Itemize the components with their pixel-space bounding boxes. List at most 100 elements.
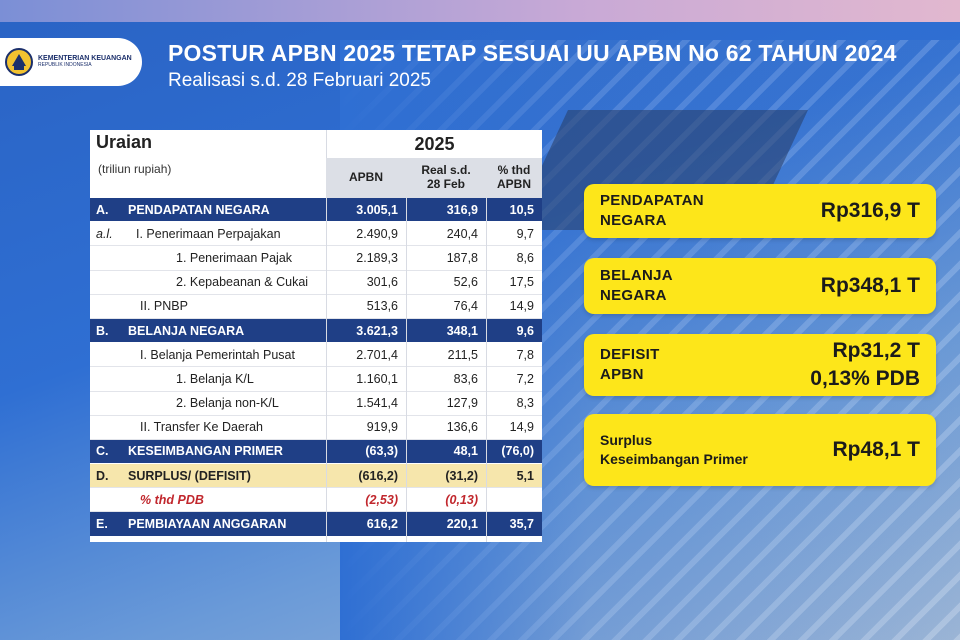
row-label: PEMBIAYAAN ANGGARAN [128,517,287,532]
cell-real: 187,8 [446,250,478,265]
cell-apbn: (2,53) [365,492,398,507]
table-row: D. SURPLUS/ (DEFISIT) (616,2) (31,2) 5,1 [90,464,542,489]
card-surplus: Surplus Keseimbangan Primer Rp48,1 T [584,414,936,486]
cell-pct: 5,1 [516,468,534,483]
cell-real: 316,9 [446,202,478,217]
table-head-year: 2025 [414,134,455,154]
cell-real: (31,2) [445,468,478,483]
column-realisasi-line2: 28 Feb [426,177,465,191]
row-label: KESEIMBANGAN PRIMER [128,444,283,459]
logo-line2: REPUBLIK INDONESIA [38,62,92,69]
card-pendapatan: PENDAPATAN NEGARA Rp316,9 T [584,184,936,238]
column-percent-line1: % thd [497,163,531,178]
table-row: C. KESEIMBANGAN PRIMER (63,3) 48,1 (76,0) [90,439,542,465]
cell-real: 48,1 [453,444,478,459]
card-belanja-label: BELANJA NEGARA [600,266,673,307]
card-pendapatan-label-line1: PENDAPATAN [600,191,704,209]
table-row: 2. Belanja non-K/L 1.541,4 127,9 8,3 [90,392,542,416]
cell-apbn: 1.160,1 [356,371,398,386]
row-code: a.l. [96,226,113,241]
cell-pct: 8,6 [516,250,534,265]
cell-pct: 10,5 [509,202,534,217]
cell-pct: 7,2 [516,371,534,386]
logo-line1: KEMENTERIAN KEUANGAN [38,55,132,63]
emblem-icon [5,48,33,76]
card-surplus-label: Surplus Keseimbangan Primer [600,431,748,469]
cell-apbn: 3.005,1 [356,202,398,217]
logo-text: KEMENTERIAN KEUANGAN REPUBLIK INDONESIA [38,55,132,68]
column-percent-line2: APBN [496,177,531,191]
column-percent: % thd APBN [486,158,542,198]
row-label: II. PNBP [140,299,188,314]
cell-real: 136,6 [446,420,478,435]
cell-real: 240,4 [446,226,478,241]
row-label: 2. Kepabeanan & Cukai [176,275,309,290]
ministry-logo: KEMENTERIAN KEUANGAN REPUBLIK INDONESIA [0,38,142,86]
card-pendapatan-label: PENDAPATAN NEGARA [600,191,704,232]
cell-apbn: 513,6 [366,299,398,314]
table-row: 2. Kepabeanan & Cukai 301,6 52,6 17,5 [90,271,542,295]
column-apbn-label: APBN [348,170,383,185]
table-row: II. PNBP 513,6 76,4 14,9 [90,295,542,319]
cell-real: 211,5 [447,347,478,362]
table-column-headers: APBN Real s.d. 28 Feb % thd APBN [326,158,542,198]
card-surplus-value: Rp48,1 T [832,437,920,461]
card-surplus-label-line1: Surplus [600,432,653,449]
table-body: A. PENDAPATAN NEGARA 3.005,1 316,9 10,5 a… [90,198,542,537]
row-code: D. [96,468,109,483]
cell-real: 127,9 [446,396,478,411]
budget-table: Uraian (triliun rupiah) 2025 APBN Real s… [90,130,542,542]
table-head-label: Uraian [96,132,153,152]
top-band [0,0,960,22]
cell-pct: 14,9 [509,420,534,435]
cell-apbn: 2.189,3 [356,250,398,265]
row-label: PENDAPATAN NEGARA [128,202,270,217]
cell-apbn: 2.701,4 [356,347,398,362]
table-row: A. PENDAPATAN NEGARA 3.005,1 316,9 10,5 [90,198,542,223]
table-row: a.l. I. Penerimaan Perpajakan 2.490,9 240… [90,222,542,247]
cell-real: 220,1 [446,517,478,532]
card-belanja: BELANJA NEGARA Rp348,1 T [584,258,936,314]
cell-real: (0,13) [445,492,478,507]
card-defisit: DEFISIT APBN Rp31,2 T 0,13% PDB [584,334,936,396]
card-defisit-value-nominal: Rp31,2 T [832,338,920,362]
cell-pct: 9,6 [516,323,534,338]
row-label: 1. Penerimaan Pajak [176,250,293,265]
cell-apbn: 1.541,4 [356,396,398,411]
card-belanja-label-line1: BELANJA [600,266,673,284]
column-realisasi-line1: Real s.d. [421,163,471,178]
table-row: % thd PDB (2,53) (0,13) [90,488,542,513]
table-row: E. PEMBIAYAAN ANGGARAN 616,2 220,1 35,7 [90,512,542,537]
cell-apbn: (63,3) [365,444,398,459]
cell-apbn: 3.621,3 [356,323,398,338]
row-code: E. [96,517,108,532]
table-row: 1. Penerimaan Pajak 2.189,3 187,8 8,6 [90,246,542,271]
row-label: % thd PDB [140,492,204,507]
column-divider [486,198,487,542]
cell-pct: 9,7 [516,226,534,241]
cell-apbn: 616,2 [366,517,398,532]
cell-pct: 7,8 [516,347,534,362]
row-label: SURPLUS/ (DEFISIT) [128,468,251,483]
row-label: I. Penerimaan Perpajakan [136,226,281,241]
table-row: B. BELANJA NEGARA 3.621,3 348,1 9,6 [90,318,542,344]
column-divider [326,198,327,542]
card-defisit-label-line1: DEFISIT [600,345,660,363]
row-label: I. Belanja Pemerintah Pusat [140,347,295,362]
cell-real: 83,6 [453,371,478,386]
card-belanja-value: Rp348,1 T [820,273,920,297]
card-pendapatan-value: Rp316,9 T [820,198,920,222]
table-head-year-box: 2025 [326,130,542,158]
column-divider [406,198,407,542]
row-code: C. [96,444,109,459]
cell-apbn: 301,6 [366,275,398,290]
card-defisit-label-line2: APBN [600,366,644,383]
table-row: 1. Belanja K/L 1.160,1 83,6 7,2 [90,367,542,392]
page-subtitle: Realisasi s.d. 28 Februari 2025 [168,70,431,91]
card-belanja-label-line2: NEGARA [600,287,667,304]
table-row: I. Belanja Pemerintah Pusat 2.701,4 211,… [90,343,542,368]
card-defisit-value-pdb: 0,13% PDB [810,367,920,390]
cell-apbn: 2.490,9 [356,226,398,241]
card-pendapatan-label-line2: NEGARA [600,212,667,229]
